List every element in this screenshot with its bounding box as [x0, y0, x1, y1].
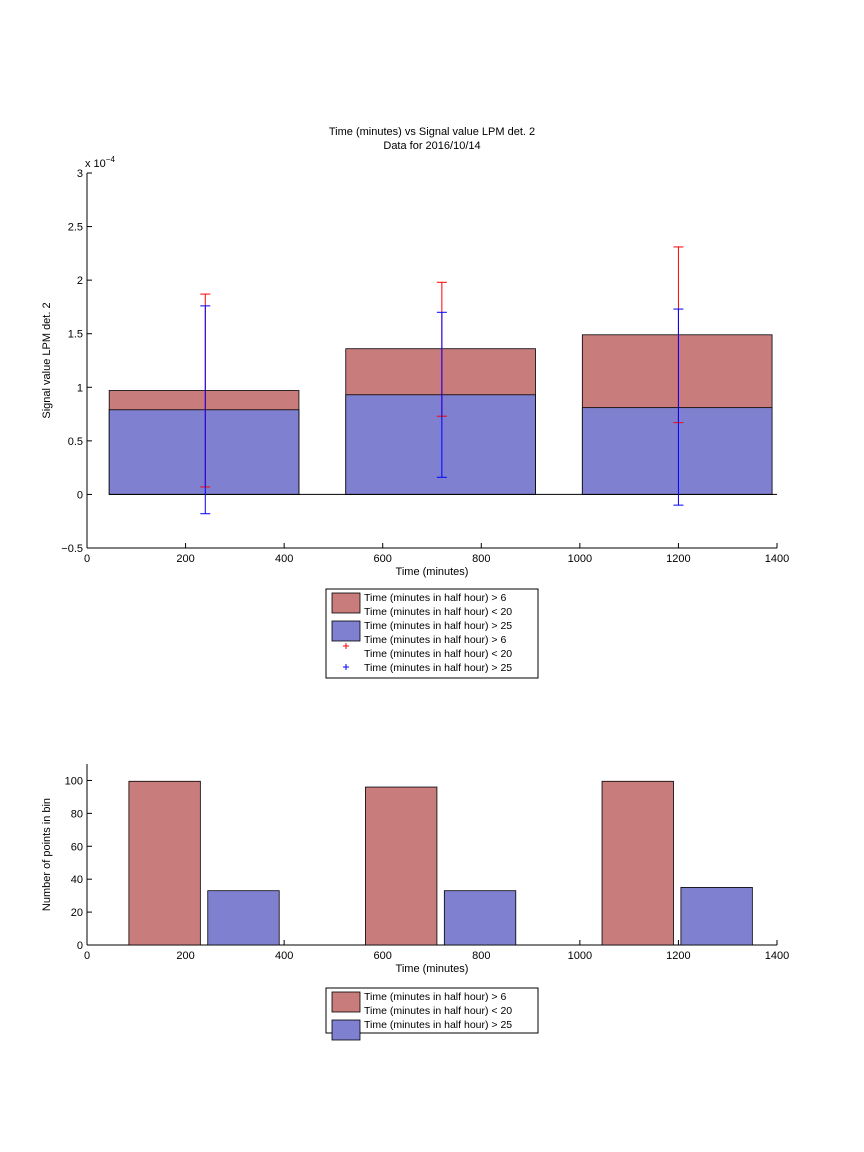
x-axis-label: Time (minutes) [396, 566, 469, 578]
error-bar-blue-2 [200, 305, 211, 515]
legend-entry-text: Time (minutes in half hour) > 6 [364, 991, 506, 1003]
legend-entry-text: Time (minutes in half hour) > 25 [364, 1019, 512, 1031]
y-axis-label: Signal value LPM det. 2 [41, 302, 53, 418]
x-tick-label: 800 [472, 553, 490, 565]
x-axis-label: Time (minutes) [396, 963, 469, 975]
x-tick-label: 200 [176, 950, 194, 962]
x-tick-label: 1400 [765, 950, 789, 962]
y-tick-label: 80 [71, 808, 83, 820]
legend-box [325, 987, 539, 1034]
error-bar-blue-6 [673, 308, 684, 506]
legend-entry-text: Time (minutes in half hour) < 20 [364, 1005, 512, 1017]
y-tick-label: 1 [77, 382, 83, 394]
x-tick-label: 400 [275, 553, 293, 565]
bar-blue-3 [581, 407, 773, 495]
count-bar-red-3 [365, 786, 438, 946]
y-tick-label: 0.5 [68, 436, 83, 448]
x-tick-label: 1000 [568, 553, 592, 565]
y-exponent-power: −4 [106, 155, 116, 164]
bar-blue-1 [108, 409, 300, 495]
y-axis-label: Number of points in bin [41, 798, 53, 911]
legend-entry-text: Time (minutes in half hour) < 20 [364, 606, 512, 618]
legend-swatch-blue [331, 620, 361, 642]
y-tick-label: 20 [71, 907, 83, 919]
x-tick-label: 800 [472, 950, 490, 962]
legend-entry-text: Time (minutes in half hour) > 6 [364, 634, 506, 646]
chart-subtitle: Data for 2016/10/14 [383, 140, 480, 152]
chart-1: −0.500.511.522.530 200 400 600 800 1000 1200 14… [41, 126, 789, 679]
y-tick-label: −0.5 [61, 543, 83, 555]
bar-blue-2 [345, 394, 536, 495]
count-bar-red-5 [601, 780, 674, 946]
x-tick-label: 1200 [666, 553, 690, 565]
y-tick-label: 60 [71, 841, 83, 853]
x-tick-label: 0 [84, 553, 90, 565]
y-tick-label: 0 [77, 489, 83, 501]
legend-swatch-blue [331, 1019, 361, 1041]
y-tick-label: 40 [71, 874, 83, 886]
x-tick-label: 1000 [568, 950, 592, 962]
legend-1: Time (minutes in half hour) > 6 Time (min… [325, 588, 539, 679]
x-tick-label: 200 [176, 553, 194, 565]
x-tick-label: 0 [84, 950, 90, 962]
legend-entry-text: Time (minutes in half hour) < 20 [364, 648, 512, 660]
x-tick-label: 600 [374, 553, 392, 565]
count-bar-blue-2 [207, 890, 280, 946]
count-bar-blue-6 [680, 887, 753, 946]
legend-swatch-red [331, 592, 361, 614]
chart-title: Time (minutes) vs Signal value LPM det. … [329, 126, 535, 138]
legend-entry-text: Time (minutes in half hour) > 25 [364, 620, 512, 632]
y-tick-label: 100 [65, 775, 83, 787]
legend-swatch-red [331, 991, 361, 1013]
x-tick-label: 1400 [765, 553, 789, 565]
x-tick-label: 600 [374, 950, 392, 962]
y-tick-label: 3 [77, 168, 83, 180]
count-bar-red-1 [128, 780, 201, 946]
legend-2: Time (minutes in half hour) > 6 Time (min… [325, 987, 539, 1041]
legend-entry-text: Time (minutes in half hour) > 6 [364, 592, 506, 604]
error-bar-blue-4 [436, 311, 447, 478]
y-exponent-label: x 10−4 [85, 155, 115, 170]
legend-box [325, 588, 539, 679]
y-tick-label: 2 [77, 275, 83, 287]
y-tick-label: 1.5 [68, 329, 83, 341]
y-tick-label: 0 [77, 940, 83, 952]
legend-entry-text: Time (minutes in half hour) > 25 [364, 662, 512, 674]
x-tick-label: 400 [275, 950, 293, 962]
count-bar-blue-4 [443, 890, 517, 946]
y-tick-label: 2.5 [68, 222, 83, 234]
x-tick-label: 1200 [666, 950, 690, 962]
